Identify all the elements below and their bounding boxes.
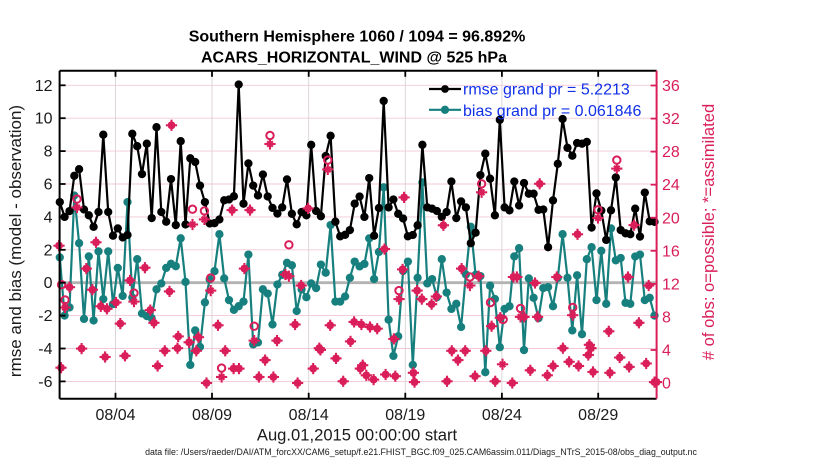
svg-text:32: 32 xyxy=(662,111,680,128)
svg-text:08/04: 08/04 xyxy=(95,407,135,424)
svg-text:08/14: 08/14 xyxy=(289,407,329,424)
svg-text:08/09: 08/09 xyxy=(192,407,232,424)
svg-text:08/29: 08/29 xyxy=(578,407,618,424)
svg-text:24: 24 xyxy=(662,177,680,194)
svg-text:bias grand pr = 0.061846: bias grand pr = 0.061846 xyxy=(463,103,641,120)
svg-text:-6: -6 xyxy=(38,374,52,391)
svg-text:data file: /Users/raeder/DAI/A: data file: /Users/raeder/DAI/ATM_forcXX/… xyxy=(145,447,697,457)
svg-text:2: 2 xyxy=(44,242,53,259)
svg-text:10: 10 xyxy=(35,111,53,128)
svg-text:-2: -2 xyxy=(38,308,52,325)
svg-text:28: 28 xyxy=(662,144,680,161)
svg-text:rmse grand pr = 5.2213: rmse grand pr = 5.2213 xyxy=(463,82,630,99)
svg-text:8: 8 xyxy=(44,144,53,161)
svg-text:0: 0 xyxy=(44,275,53,292)
svg-text:16: 16 xyxy=(662,243,680,260)
svg-text:12: 12 xyxy=(35,78,53,95)
svg-text:6: 6 xyxy=(44,177,53,194)
svg-text:4: 4 xyxy=(662,343,671,360)
svg-text:12: 12 xyxy=(662,276,680,293)
svg-text:4: 4 xyxy=(44,209,53,226)
svg-text:0: 0 xyxy=(662,376,671,393)
svg-text:-4: -4 xyxy=(38,341,52,358)
svg-text:Southern Hemisphere 1060 / 109: Southern Hemisphere 1060 / 1094 = 96.892… xyxy=(189,29,526,46)
svg-text:08/19: 08/19 xyxy=(385,407,425,424)
svg-text:rmse and bias (model - observa: rmse and bias (model - observation) xyxy=(6,105,25,377)
svg-text:Aug.01,2015 00:00:00 start: Aug.01,2015 00:00:00 start xyxy=(257,426,458,445)
svg-text:ACARS_HORIZONTAL_WIND @ 525 hP: ACARS_HORIZONTAL_WIND @ 525 hPa xyxy=(201,50,507,67)
svg-text:08/24: 08/24 xyxy=(482,407,522,424)
svg-text:# of obs: o=possible; *=assimi: # of obs: o=possible; *=assimilated xyxy=(699,104,718,360)
svg-text:20: 20 xyxy=(662,210,680,227)
svg-text:36: 36 xyxy=(662,78,680,95)
svg-text:8: 8 xyxy=(662,310,671,327)
